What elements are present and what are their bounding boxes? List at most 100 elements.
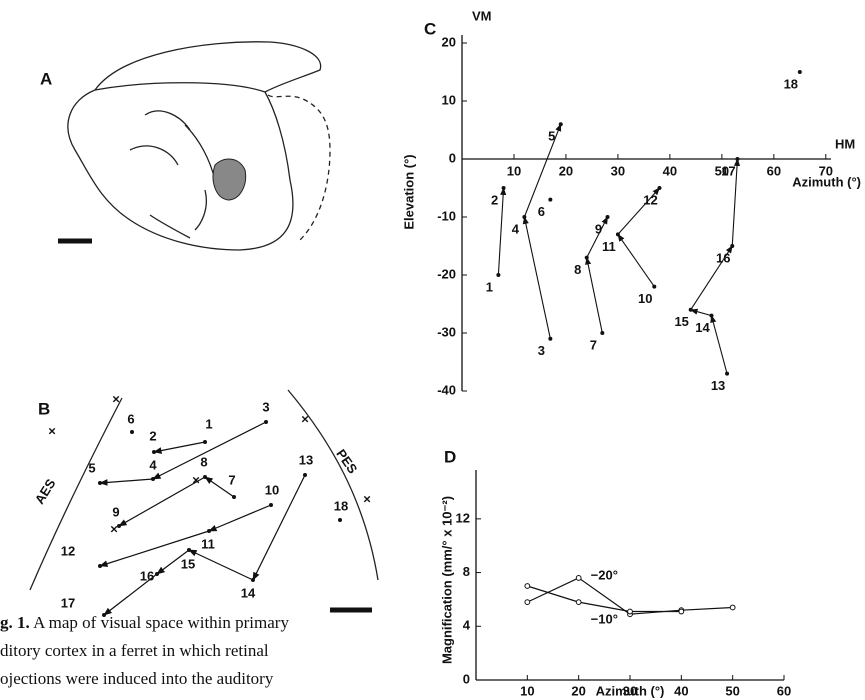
map-point [251,578,255,582]
field-point [688,307,693,312]
field-point [501,186,506,190]
map-arrow [99,530,210,567]
series-label: −10° [591,612,618,627]
map-cross: × [301,411,309,426]
map-point [117,524,121,528]
map-cross: × [112,391,120,406]
map-point [303,473,307,477]
x-tick-label: 20 [571,683,585,698]
panel-label: A [40,69,52,88]
series-label: −20° [591,567,618,582]
map-point [203,475,207,479]
map-cross: × [363,491,371,506]
field-arrow [523,123,562,218]
map-arrow [99,478,154,486]
field-arrow [690,245,733,311]
x-tick-label: 50 [715,163,729,178]
map-point-label: 18 [334,498,348,513]
series-point [524,599,531,606]
x-tick-label: 40 [674,683,688,698]
map-point [151,477,155,481]
series-point [678,608,685,615]
map-cross: × [192,472,200,487]
x-tick-label: 40 [663,163,677,178]
point-label: 1 [486,279,493,294]
map-point [264,420,268,424]
y-tick-label: 0 [463,671,470,686]
x-axis-label: Azimuth (°) [596,683,665,698]
y-axis-label: Magnification (mm/° x 10⁻²) [439,496,454,664]
field-point [548,197,553,202]
x-tick-label: 20 [559,163,573,178]
field-arrow [586,216,609,258]
point-label: 16 [716,250,730,265]
map-point [207,529,211,533]
y-tick-label: -10 [437,208,456,223]
field-point [558,122,563,127]
field-point [605,215,610,219]
map-arrow [153,441,206,454]
field-arrow [731,158,741,247]
map-point-label: 14 [241,585,256,600]
map-arrow [188,549,254,581]
point-label: 18 [784,76,798,91]
point-label: 17 [721,163,735,178]
map-point-label: 15 [181,556,195,571]
map-point [155,572,159,576]
map-point-label: 17 [61,595,75,610]
x-tick-label: 60 [767,163,781,178]
y-tick-label: 4 [463,618,471,633]
axis-end-label: HM [835,136,855,151]
y-tick-label: 8 [463,564,470,579]
map-point-label: 12 [61,543,75,558]
field-point [735,157,740,161]
field-point [652,284,657,289]
field-point [615,232,620,237]
point-label: 2 [491,192,498,207]
map-point [152,450,156,454]
point-label: 12 [643,192,657,207]
point-label: 15 [674,314,688,329]
field-point [548,336,553,341]
field-point [584,255,589,260]
sulcus-label: AES [32,476,59,507]
field-arrow [617,187,661,235]
x-tick-label: 60 [777,683,791,698]
x-tick-label: 30 [611,163,625,178]
map-point-label: 2 [149,428,156,443]
caption-line: A map of visual space within primary [33,613,289,632]
point-label: 7 [590,337,597,352]
series-line [527,585,682,613]
map-arrow [103,573,158,616]
x-tick-label: 50 [725,683,739,698]
map-point-label: 6 [127,411,134,426]
field-point [657,186,662,190]
series-point [729,604,736,611]
map-point-label: 8 [200,454,207,469]
series-point [575,575,582,581]
map-point [130,430,134,434]
y-tick-label: -40 [437,382,456,397]
map-arrow [208,504,272,532]
panel-label: D [444,447,456,466]
caption: g. 1. A map of visual space within prima… [0,613,289,632]
field-arrow [617,233,655,287]
x-tick-label: 30 [623,683,637,698]
y-tick-label: -30 [437,324,456,339]
field-point [496,273,501,277]
map-point-label: 13 [299,452,313,467]
map-cross: × [110,521,118,536]
map-point [269,503,273,507]
point-label: 5 [548,129,555,144]
field-arrow [689,308,712,317]
map-point [232,495,236,499]
field-point [600,331,605,335]
map-point-label: 3 [262,399,269,414]
caption-line: ojections were induced into the auditory [0,669,274,688]
map-point-label: 7 [228,472,235,487]
point-label: 3 [538,343,545,358]
field-arrow [585,256,603,334]
map-point [203,440,207,444]
